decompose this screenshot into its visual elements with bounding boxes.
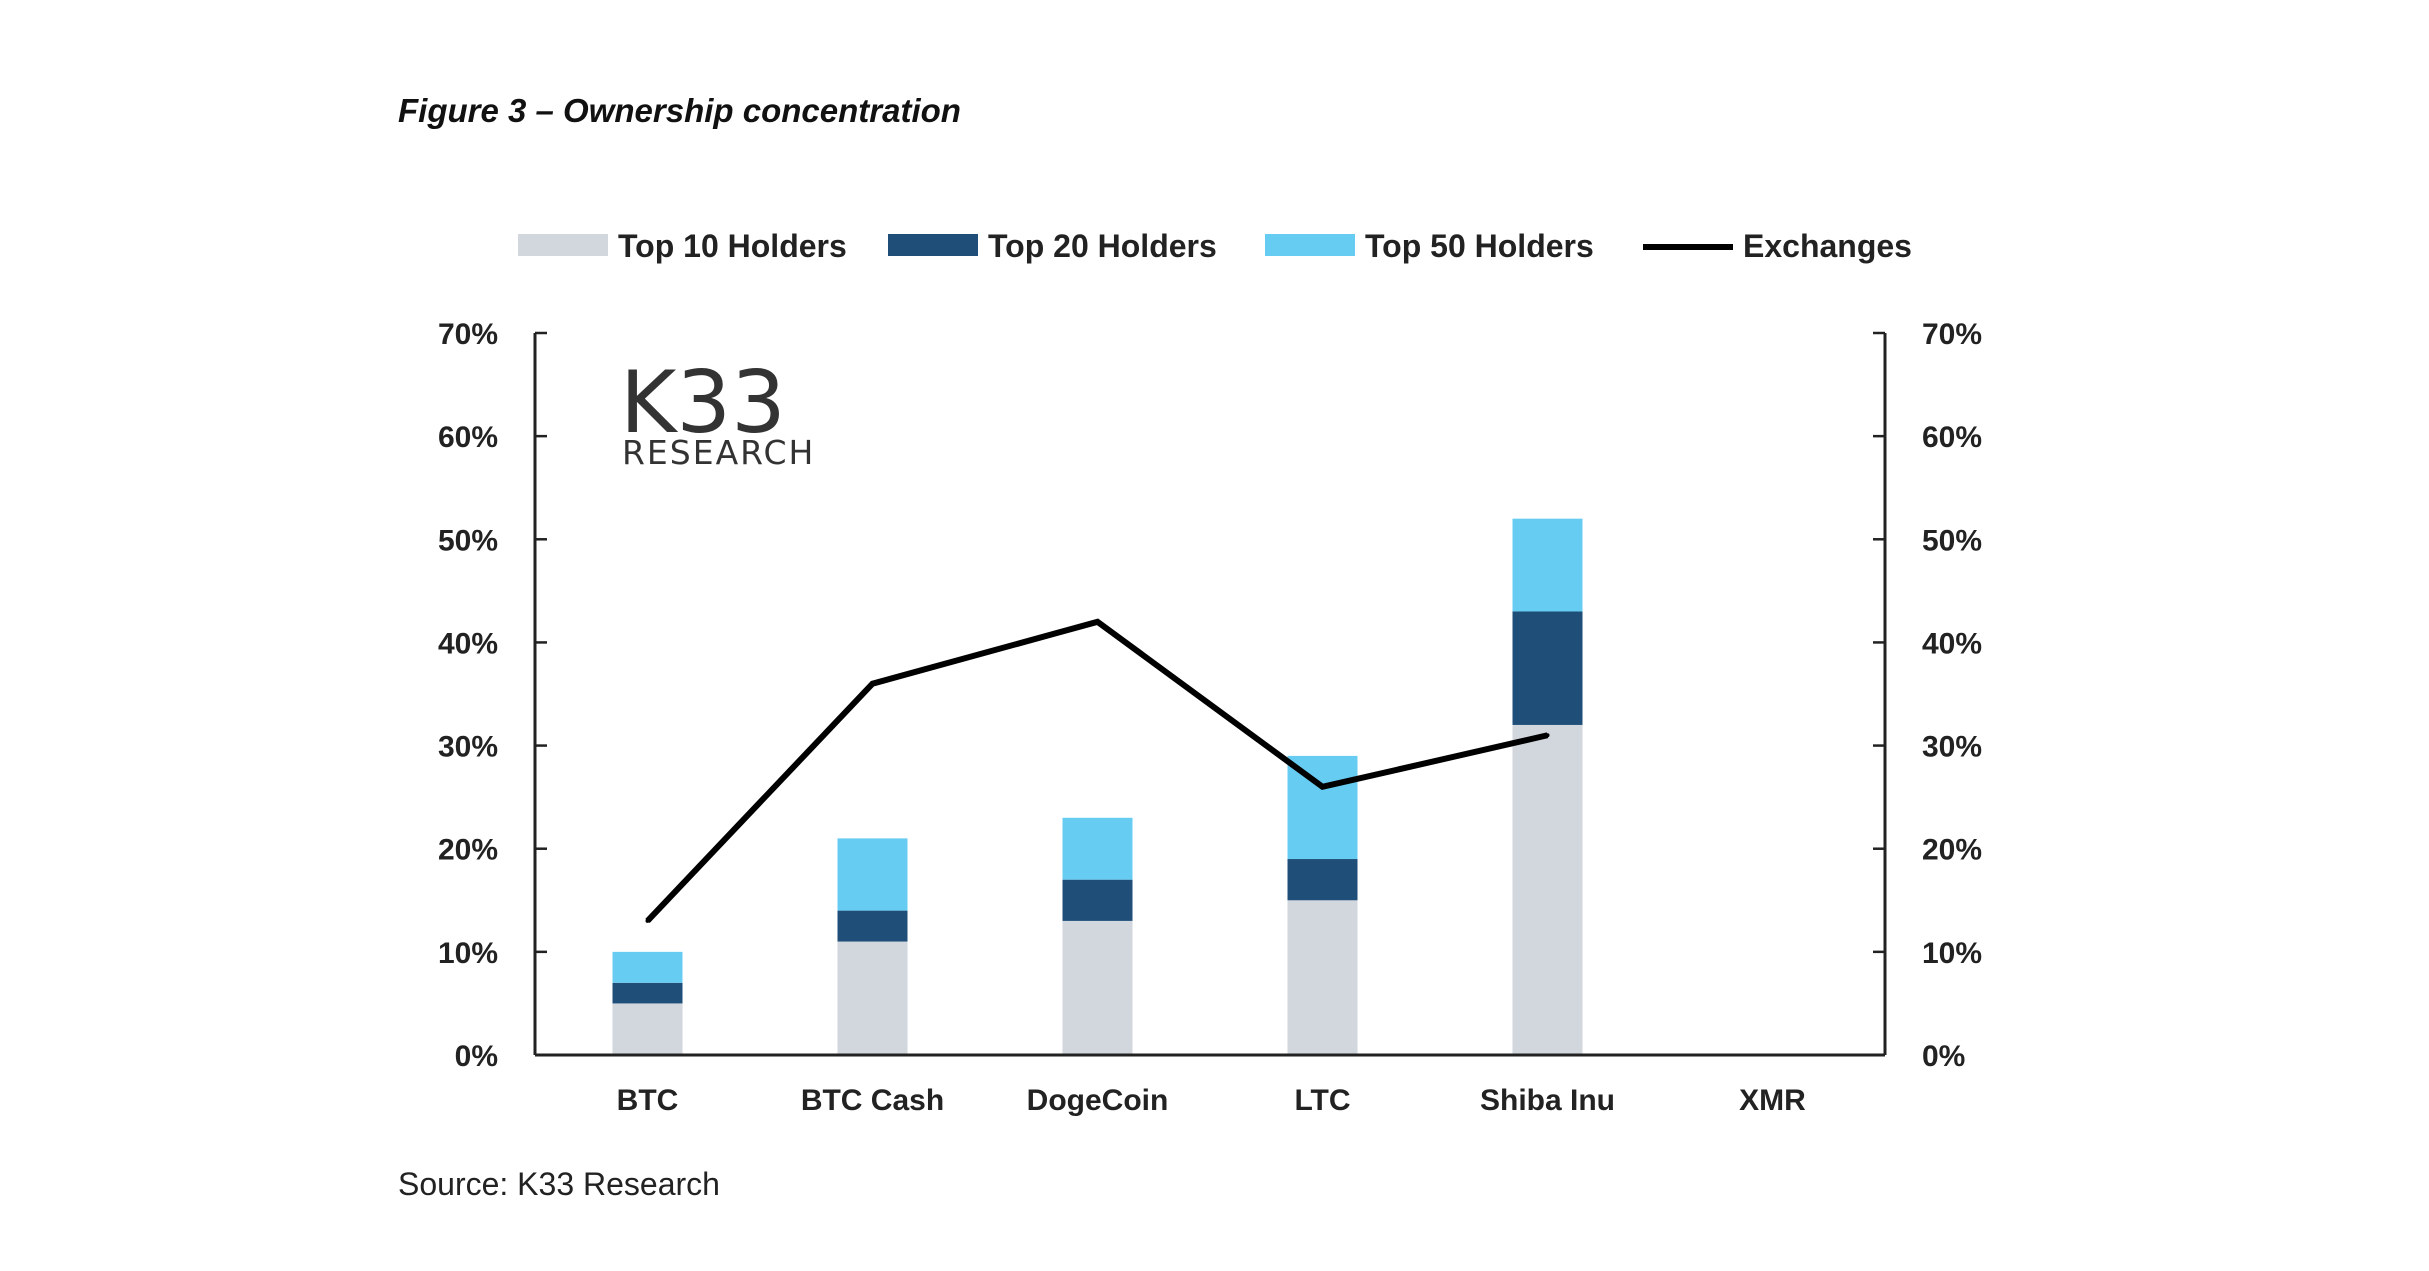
x-tick-label: DogeCoin	[1027, 1084, 1169, 1117]
y-tick-label-left: 60%	[438, 421, 498, 454]
y-tick-label-right: 0%	[1922, 1040, 1965, 1073]
exchanges-point-dogecoin	[1095, 619, 1100, 624]
bar-top10-btc-cash	[837, 941, 908, 1055]
legend-item-top20: Top 20 Holders	[888, 228, 1217, 264]
y-tick-label-right: 30%	[1922, 731, 1982, 764]
legend-label-top20: Top 20 Holders	[988, 228, 1217, 264]
y-tick-label-right: 50%	[1922, 524, 1982, 557]
y-tick-label-left: 40%	[438, 627, 498, 660]
bar-top20-shiba-inu	[1512, 611, 1583, 725]
y-tick-label-left: 50%	[438, 524, 498, 557]
y-tick-label-right: 70%	[1922, 318, 1982, 351]
figure-source: Source: K33 Research	[398, 1166, 720, 1202]
exchanges-point-shiba-inu	[1545, 733, 1550, 738]
k33-research-logo: K33 RESEARCH	[620, 353, 815, 472]
bar-top10-btc	[612, 1003, 683, 1055]
legend-label-exchanges: Exchanges	[1743, 228, 1912, 264]
legend-swatch-top10	[518, 234, 608, 256]
y-tick-label-left: 0%	[455, 1040, 498, 1073]
bar-top20-btc	[612, 982, 683, 1004]
y-tick-label-right: 10%	[1922, 937, 1982, 970]
bar-top10-dogecoin	[1062, 920, 1133, 1055]
exchanges-point-btc	[645, 918, 650, 923]
x-tick-label: LTC	[1294, 1084, 1350, 1117]
plot-area: 0% 0% 10% 10% 20% 20% 30% 30% 40% 40% 50% 50% 60% 60%…	[438, 318, 1982, 1117]
legend-item-exchanges: Exchanges	[1643, 228, 1912, 264]
y-tick-label-right: 60%	[1922, 421, 1982, 454]
legend-swatch-top20	[888, 234, 978, 256]
bar-top10-ltc	[1287, 900, 1358, 1055]
bar-top20-btc-cash	[837, 910, 908, 942]
exchanges-point-ltc	[1320, 784, 1325, 789]
exchanges-point-btc-cash	[870, 681, 875, 686]
bar-top50-btc	[612, 951, 683, 983]
bar-top50-dogecoin	[1062, 817, 1133, 880]
x-tick-label: BTC Cash	[801, 1084, 944, 1117]
bar-top50-btc-cash	[837, 838, 908, 911]
y-tick-label-left: 10%	[438, 937, 498, 970]
legend-item-top50: Top 50 Holders	[1265, 228, 1594, 264]
bar-top20-ltc	[1287, 859, 1358, 901]
y-tick-label-left: 30%	[438, 731, 498, 764]
bar-top20-dogecoin	[1062, 879, 1133, 921]
logo-sub-text: RESEARCH	[622, 433, 815, 472]
y-tick-label-left: 70%	[438, 318, 498, 351]
logo-main-text: K33	[620, 353, 786, 453]
y-tick-label-left: 20%	[438, 834, 498, 867]
y-tick-label-right: 20%	[1922, 834, 1982, 867]
bar-top10-shiba-inu	[1512, 724, 1583, 1055]
x-tick-label: Shiba Inu	[1480, 1084, 1615, 1117]
legend-item-top10: Top 10 Holders	[518, 228, 847, 264]
bar-top50-shiba-inu	[1512, 518, 1583, 612]
legend-label-top10: Top 10 Holders	[618, 228, 847, 264]
legend-label-top50: Top 50 Holders	[1365, 228, 1594, 264]
x-tick-label: BTC	[617, 1084, 679, 1117]
x-tick-label: XMR	[1739, 1084, 1806, 1117]
legend-swatch-top50	[1265, 234, 1355, 256]
figure-title: Figure 3 – Ownership concentration	[398, 92, 961, 129]
y-tick-label-right: 40%	[1922, 627, 1982, 660]
chart-legend: Top 10 Holders Top 20 Holders Top 50 Hol…	[518, 228, 1912, 264]
